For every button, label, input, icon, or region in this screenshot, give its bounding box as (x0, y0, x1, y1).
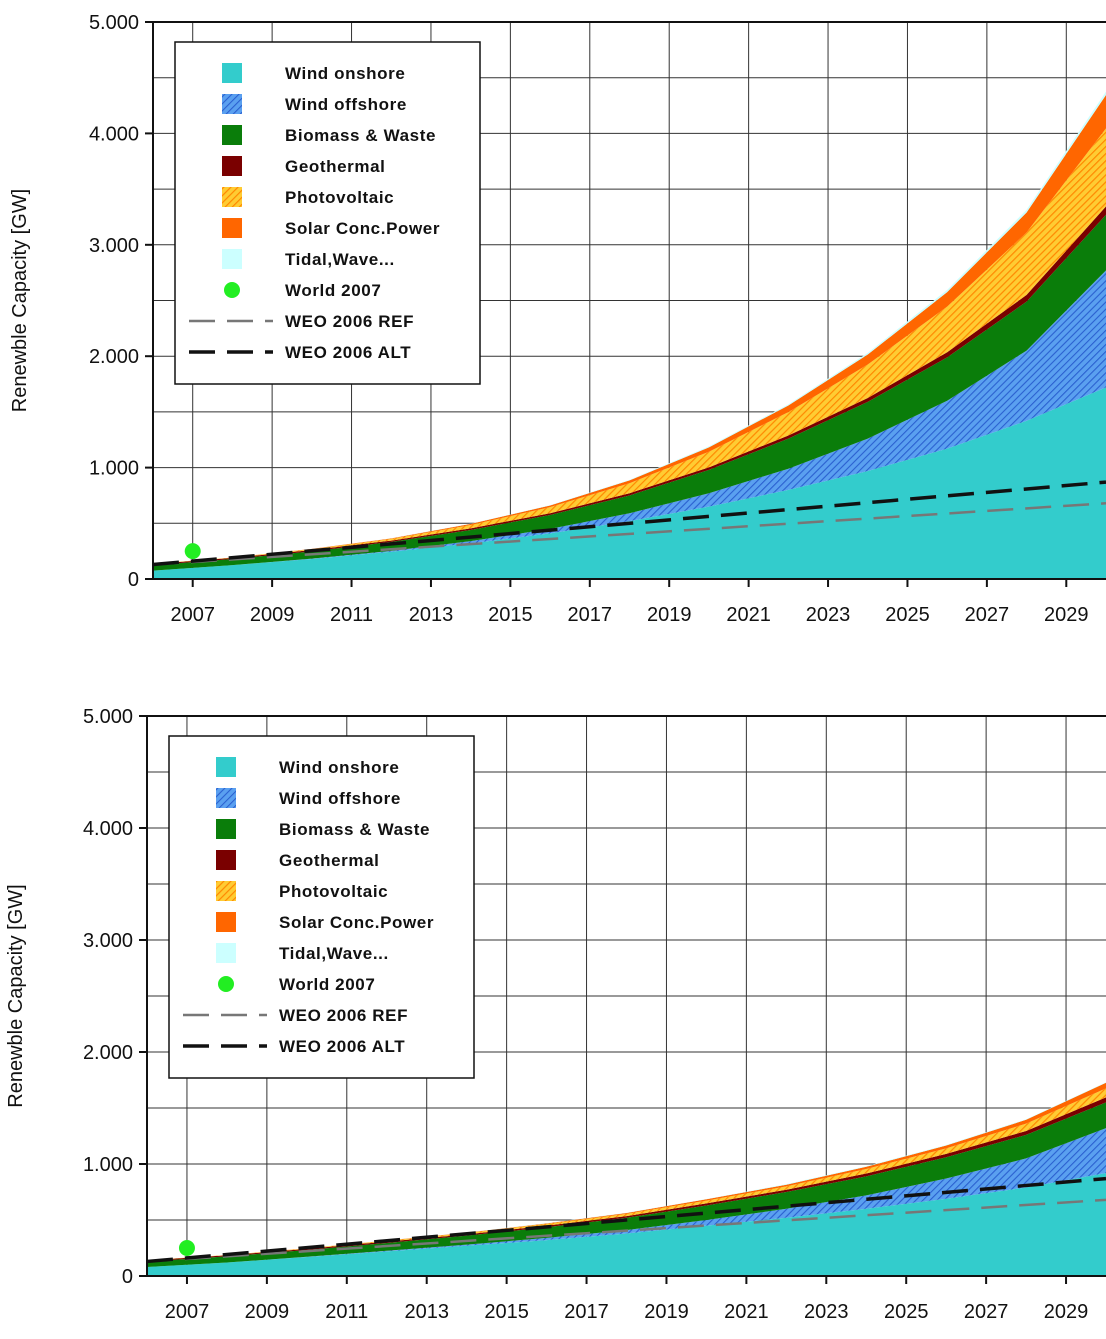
line-weo-2006-ref (152, 502, 1106, 566)
legend-swatch-world-2007 (224, 282, 240, 298)
legend-swatch-photovoltaic (216, 881, 236, 901)
legend-label-weo-2006-ref: WEO 2006 REF (285, 312, 414, 331)
area-wind-onshore (153, 387, 1106, 579)
x-tick-label: 2007 (165, 1301, 210, 1323)
x-tick-label: 2029 (1044, 1301, 1089, 1323)
x-tick-label: 2021 (724, 1301, 769, 1323)
x-tick-label: 2023 (806, 604, 851, 626)
legend-label-geothermal: Geothermal (285, 157, 385, 176)
y-tick-label: 2.000 (83, 1042, 133, 1064)
legend-swatch-geothermal (222, 156, 242, 176)
x-tick-label: 2009 (250, 604, 295, 626)
legend-label-weo-2006-ref: WEO 2006 REF (279, 1006, 408, 1025)
area-wind-offshore (153, 270, 1106, 571)
x-tick-label: 2011 (330, 604, 373, 626)
chart-panel-bottom: 0 1.000 2.000 3.000 4.000 5.000 2007 2009 2011 20… (0, 694, 1106, 1334)
y-tick-label: 4.000 (89, 123, 139, 145)
legend-label-world-2007: World 2007 (285, 281, 381, 300)
legend-label-world-2007: World 2007 (279, 975, 375, 994)
area-photovoltaic (153, 128, 1106, 564)
x-tick-label: 2023 (804, 1301, 849, 1323)
x-tick-label: 2011 (325, 1301, 368, 1323)
y-axis-label: Renewble Capacity [GW] (9, 189, 31, 412)
x-tick-label: 2025 (885, 604, 930, 626)
y-axis-label: Renewble Capacity [GW] (5, 884, 27, 1107)
y-tick-label: 3.000 (89, 235, 139, 257)
legend-label-geothermal: Geothermal (279, 851, 379, 870)
x-tick-label: 2027 (965, 604, 1010, 626)
y-tick-label: 4.000 (83, 818, 133, 840)
area-geothermal (153, 206, 1106, 566)
area-chart: 0 1.000 2.000 3.000 4.000 5.000 2007 2009 2011 20… (9, 12, 1106, 626)
area-solar-conc-power (153, 94, 1106, 564)
x-tick-label: 2021 (726, 604, 771, 626)
point-world-2007 (184, 543, 201, 560)
y-tick-label: 3.000 (83, 930, 133, 952)
y-tick-label: 1.000 (83, 1154, 133, 1176)
legend-label-biomass-waste: Biomass & Waste (285, 126, 436, 145)
area-chart: 0 1.000 2.000 3.000 4.000 5.000 2007 2009 2011 20… (5, 706, 1106, 1323)
y-tick-label: 5.000 (89, 12, 139, 34)
line-weo-2006-ref (146, 1198, 1106, 1263)
x-tick-label: 2019 (647, 604, 692, 626)
chart-panel-top: 0 1.000 2.000 3.000 4.000 5.000 2007 2009 2011 20… (0, 0, 1106, 640)
y-tick-label: 5.000 (83, 706, 133, 728)
point-world-2007 (178, 1240, 195, 1256)
axes (146, 715, 1106, 1277)
legend-swatch-solar-conc-power (222, 218, 242, 238)
legend-swatch-wind-offshore (222, 94, 242, 114)
legend-label-wind-offshore: Wind offshore (279, 789, 401, 808)
x-tick-label: 2019 (644, 1301, 689, 1323)
line-weo-2006-alt (146, 1176, 1106, 1264)
x-tick-label: 2027 (964, 1301, 1009, 1323)
y-tick-label: 2.000 (89, 346, 139, 368)
x-tick-label: 2025 (884, 1301, 929, 1323)
x-tick-label: 2015 (484, 1301, 529, 1323)
x-tick-label: 2013 (409, 604, 454, 626)
legend-label-biomass-waste: Biomass & Waste (279, 820, 430, 839)
legend: Wind onshore Wind offshore Biomass & Waste… (174, 41, 481, 385)
area-wind-onshore (147, 1172, 1106, 1276)
legend-swatch-tidal-wave (216, 943, 236, 963)
axes (152, 21, 1106, 580)
area-biomass-waste (153, 214, 1106, 571)
x-tick-label: 2015 (488, 604, 533, 626)
area-biomass-waste (147, 1102, 1106, 1268)
legend-label-photovoltaic: Photovoltaic (285, 188, 394, 207)
legend-label-solar-conc-power: Solar Conc.Power (285, 219, 440, 238)
y-tick-label: 0 (122, 1266, 133, 1288)
area-wind-offshore (147, 1128, 1106, 1268)
x-tick-label: 2007 (170, 604, 215, 626)
legend-swatch-wind-offshore (216, 788, 236, 808)
x-tick-label: 2017 (568, 604, 613, 626)
legend-swatch-tidal-wave (222, 249, 242, 269)
legend-label-photovoltaic: Photovoltaic (279, 882, 388, 901)
legend-swatch-photovoltaic (222, 187, 242, 207)
x-tick-label: 2029 (1044, 604, 1089, 626)
legend-swatch-biomass-waste (216, 819, 236, 839)
legend-swatch-wind-onshore (216, 757, 236, 777)
line-weo-2006-alt (152, 480, 1106, 567)
x-tick-label: 2017 (564, 1301, 609, 1323)
y-tick-label: 0 (128, 569, 139, 591)
legend-label-wind-onshore: Wind onshore (285, 64, 405, 83)
legend-label-tidal-wave: Tidal,Wave... (279, 944, 389, 963)
legend-label-wind-offshore: Wind offshore (285, 95, 407, 114)
legend: Wind onshore Wind offshore Biomass & Waste… (168, 735, 475, 1079)
legend-swatch-geothermal (216, 850, 236, 870)
x-tick-label: 2013 (404, 1301, 449, 1323)
legend-swatch-biomass-waste (222, 125, 242, 145)
legend-swatch-world-2007 (218, 976, 234, 992)
legend-label-solar-conc-power: Solar Conc.Power (279, 913, 434, 932)
legend-label-wind-onshore: Wind onshore (279, 758, 399, 777)
legend-label-tidal-wave: Tidal,Wave... (285, 250, 395, 269)
legend-label-weo-2006-alt: WEO 2006 ALT (285, 343, 411, 362)
x-tick-label: 2009 (245, 1301, 290, 1323)
legend-label-weo-2006-alt: WEO 2006 ALT (279, 1037, 405, 1056)
legend-swatch-wind-onshore (222, 63, 242, 83)
legend-swatch-solar-conc-power (216, 912, 236, 932)
y-tick-label: 1.000 (89, 458, 139, 480)
